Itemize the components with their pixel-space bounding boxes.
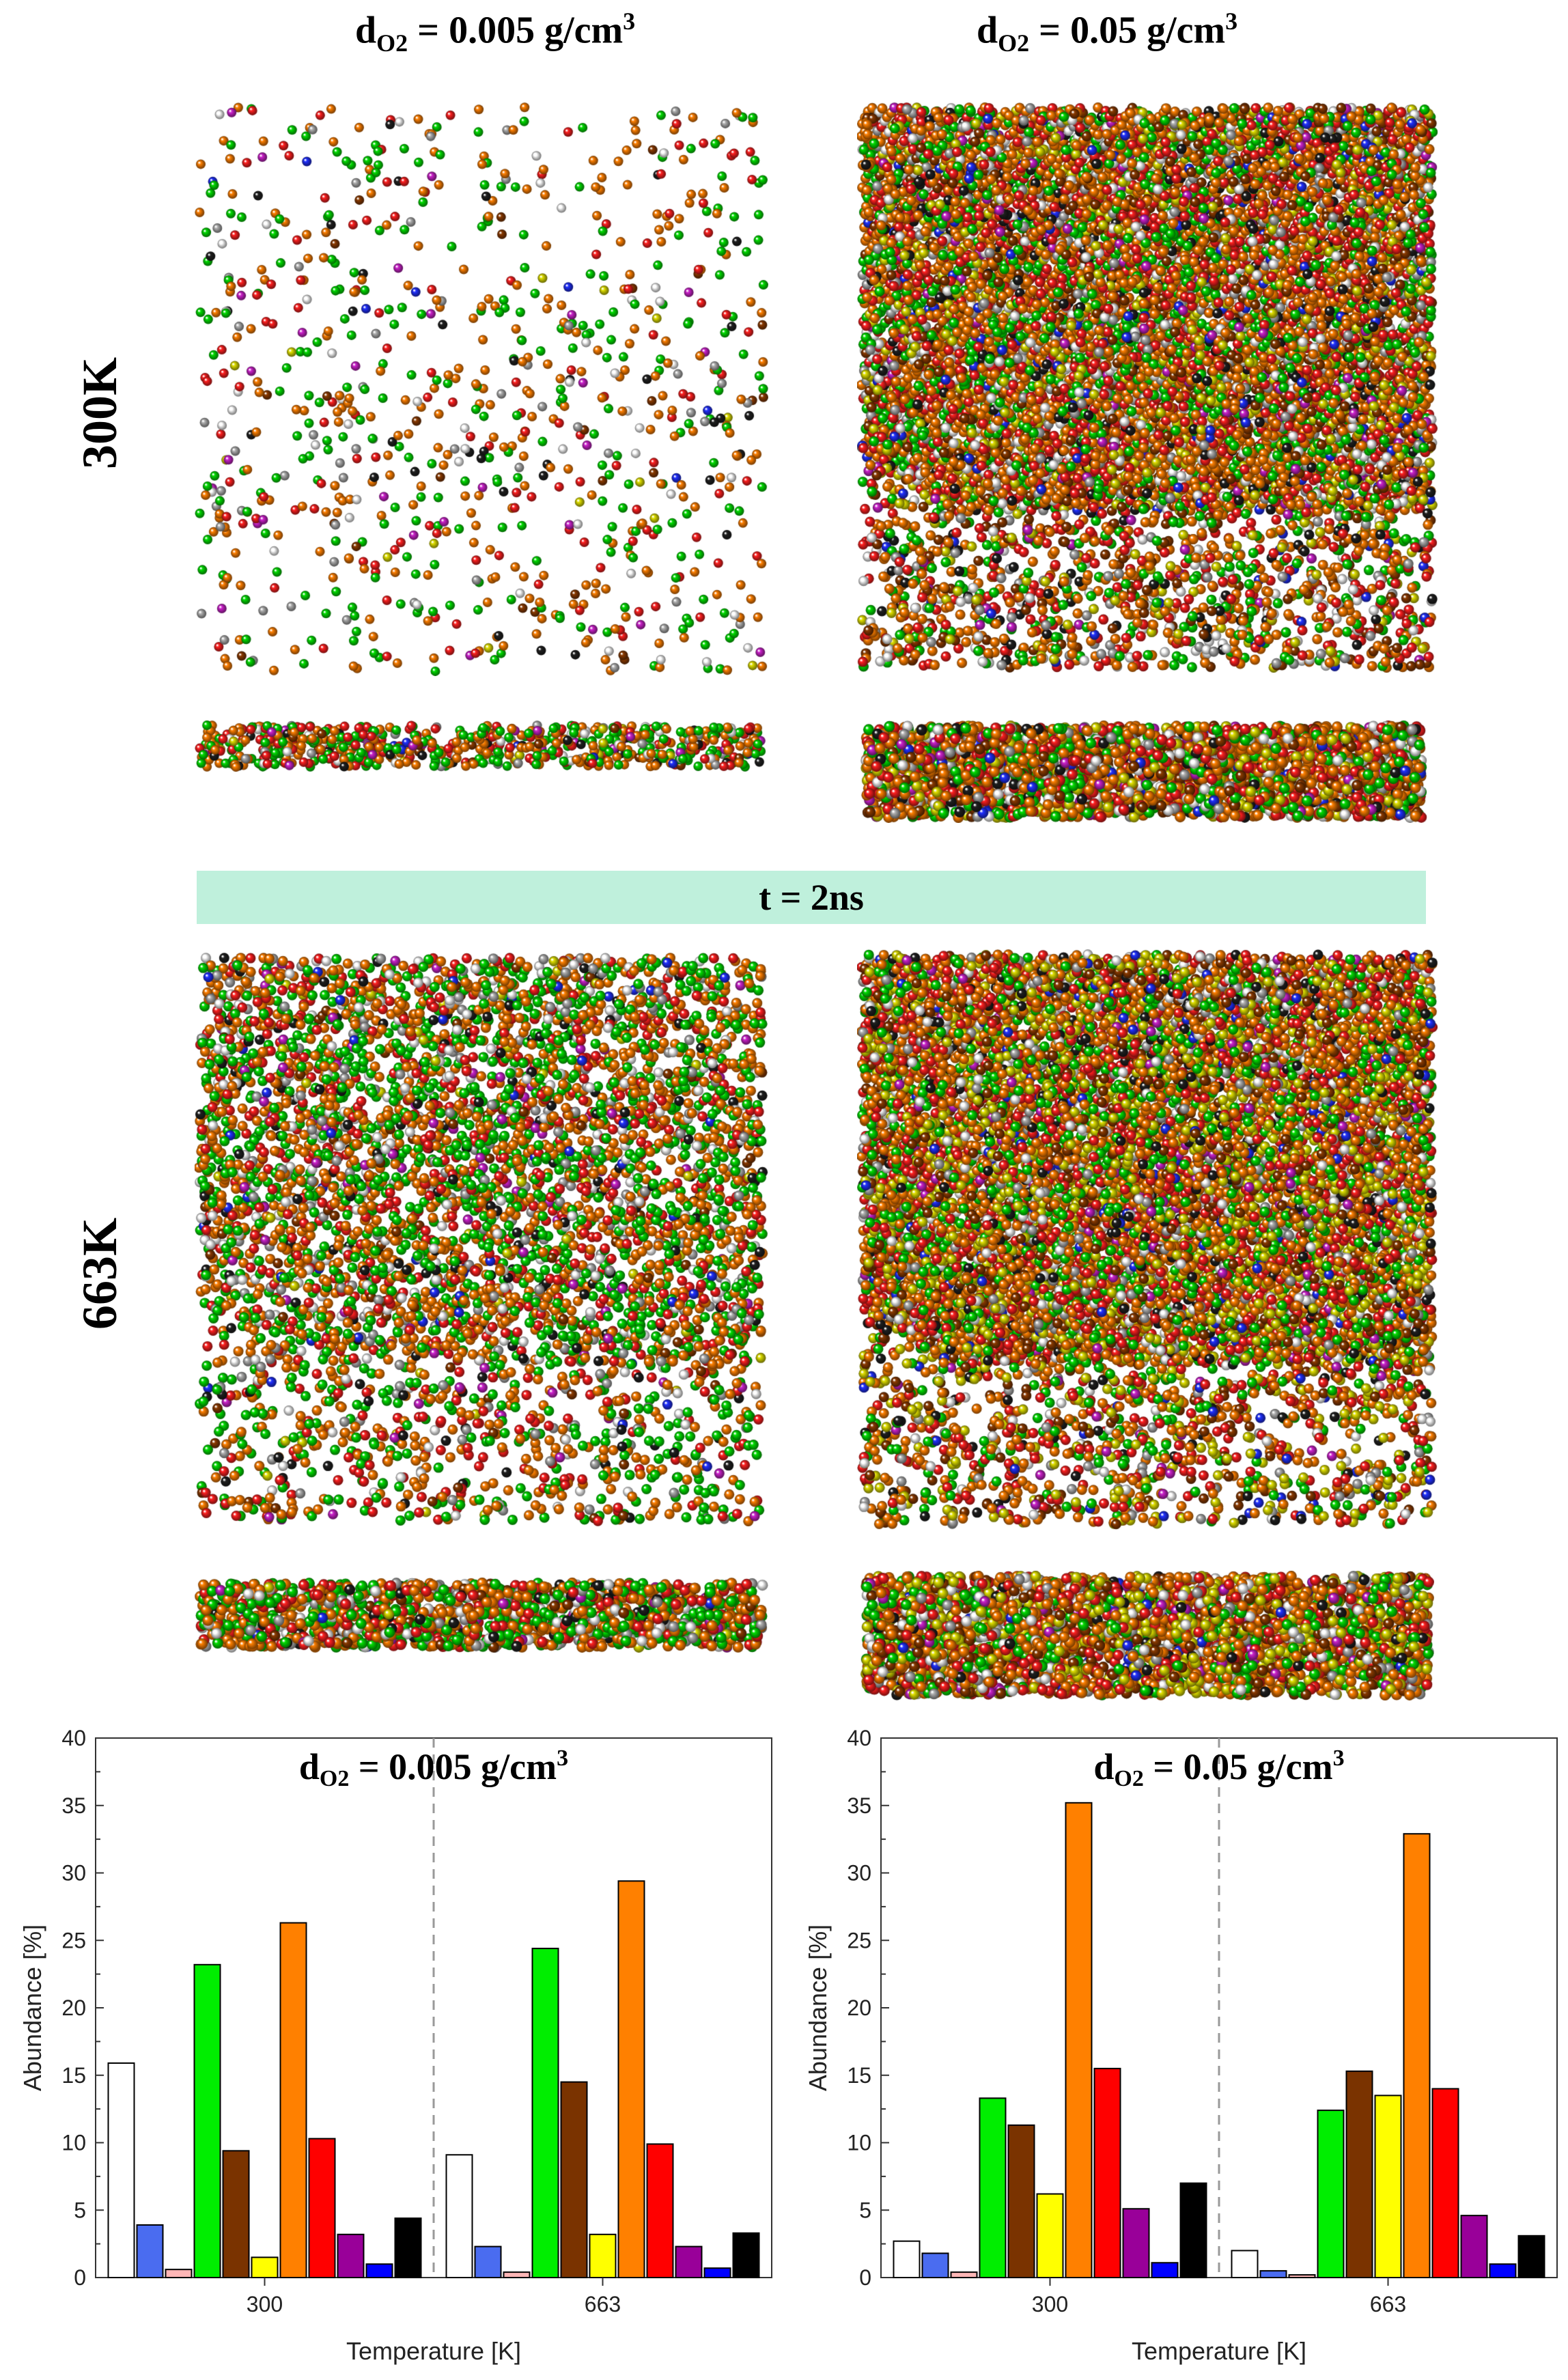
snapshot-300k-low-density-top bbox=[195, 102, 768, 676]
snapshot-663k-high-density-side bbox=[860, 1571, 1434, 1700]
snapshot-663k-high-density-top bbox=[857, 949, 1438, 1530]
y-axis-label: Abundance [%] bbox=[804, 1924, 832, 2091]
x-tick-label: 663 bbox=[1370, 2292, 1406, 2316]
snapshot-300k-high-density-side bbox=[860, 720, 1427, 823]
bar-663-8 bbox=[675, 2245, 703, 2279]
abundance-chart-high-density: 0 5 10 15 20 25 30 35 40 300 663 Temperature [K] Abu… bbox=[804, 1726, 1558, 2365]
bar-300-0 bbox=[107, 2062, 135, 2278]
bar-663-4 bbox=[560, 2081, 588, 2278]
y-tick-label: 30 bbox=[847, 1861, 871, 1886]
bar-663-9 bbox=[1489, 2263, 1517, 2278]
time-banner: t = 2ns bbox=[197, 871, 1426, 924]
x-axis-label: Temperature [K] bbox=[346, 2337, 521, 2365]
bar-300-0 bbox=[893, 2240, 921, 2278]
bar-663-0 bbox=[1231, 2250, 1259, 2278]
bar-300-1 bbox=[136, 2224, 164, 2278]
bar-300-10 bbox=[394, 2217, 422, 2278]
bar-300-3 bbox=[979, 2097, 1007, 2278]
y-tick-label: 35 bbox=[847, 1793, 871, 1818]
y-tick-label: 25 bbox=[61, 1928, 86, 1952]
snapshot-663k-low-density-side bbox=[195, 1578, 768, 1653]
bar-300-1 bbox=[921, 2252, 949, 2279]
y-tick-label: 30 bbox=[61, 1861, 86, 1886]
bar-300-2 bbox=[950, 2271, 978, 2278]
bar-300-6 bbox=[1065, 1802, 1093, 2279]
bar-663-10 bbox=[732, 2232, 760, 2279]
y-tick-label: 40 bbox=[847, 1726, 871, 1750]
abundance-chart-low-density: 0 5 10 15 20 25 30 35 40 300 663 Temperature [K] Abu… bbox=[18, 1726, 772, 2365]
snapshot-300k-low-density-side bbox=[195, 720, 768, 772]
bar-300-5 bbox=[251, 2256, 279, 2278]
y-tick-label: 20 bbox=[847, 1996, 871, 2020]
y-tick-label: 15 bbox=[61, 2063, 86, 2088]
bar-663-8 bbox=[1460, 2215, 1488, 2279]
row-label-663k: 663K bbox=[72, 1218, 127, 1330]
bar-663-7 bbox=[1431, 2088, 1459, 2278]
bar-300-9 bbox=[365, 2263, 393, 2278]
y-tick-label: 40 bbox=[61, 1726, 86, 1750]
bar-663-1 bbox=[474, 2245, 502, 2279]
bar-663-1 bbox=[1259, 2270, 1287, 2278]
x-axis-label: Temperature [K] bbox=[1132, 2337, 1306, 2365]
x-tick-label: 300 bbox=[1032, 2292, 1068, 2316]
y-tick-label: 25 bbox=[847, 1928, 871, 1952]
y-tick-label: 0 bbox=[74, 2265, 86, 2290]
bar-663-0 bbox=[445, 2154, 473, 2279]
chart-title: dO2 = 0.05 g/cm3 bbox=[1093, 1746, 1344, 1791]
bar-300-2 bbox=[165, 2269, 193, 2279]
bar-663-5 bbox=[1374, 2095, 1402, 2278]
column-title-left: dO2 = 0.005 g/cm3 bbox=[355, 8, 636, 57]
bar-663-5 bbox=[589, 2233, 617, 2278]
bar-300-9 bbox=[1151, 2262, 1179, 2279]
bar-300-6 bbox=[279, 1922, 307, 2278]
y-tick-label: 15 bbox=[847, 2063, 871, 2088]
bar-663-2 bbox=[1288, 2274, 1316, 2278]
bar-663-10 bbox=[1517, 2235, 1545, 2279]
y-tick-label: 35 bbox=[61, 1793, 86, 1818]
bar-300-5 bbox=[1036, 2193, 1064, 2278]
bar-663-4 bbox=[1345, 2070, 1373, 2278]
y-tick-label: 5 bbox=[859, 2198, 871, 2222]
y-axis-label: Abundance [%] bbox=[18, 1924, 46, 2091]
bar-300-8 bbox=[1122, 2208, 1150, 2279]
bar-663-3 bbox=[1317, 2110, 1345, 2278]
bar-663-6 bbox=[617, 1880, 645, 2279]
row-label-300k: 300K bbox=[72, 357, 127, 470]
y-tick-label: 5 bbox=[74, 2198, 86, 2222]
bar-663-2 bbox=[503, 2271, 531, 2278]
bar-300-8 bbox=[337, 2233, 365, 2278]
bar-300-4 bbox=[222, 2150, 250, 2278]
bar-300-3 bbox=[193, 1963, 221, 2278]
x-tick-label: 300 bbox=[247, 2292, 283, 2316]
y-tick-label: 0 bbox=[859, 2265, 871, 2290]
bar-663-6 bbox=[1403, 1833, 1431, 2279]
chart-title: dO2 = 0.005 g/cm3 bbox=[299, 1746, 568, 1791]
bar-663-9 bbox=[703, 2267, 731, 2278]
bar-300-7 bbox=[308, 2138, 336, 2279]
bar-663-7 bbox=[646, 2143, 674, 2278]
x-tick-label: 663 bbox=[585, 2292, 621, 2316]
y-tick-label: 10 bbox=[847, 2131, 871, 2155]
bar-300-4 bbox=[1007, 2124, 1035, 2279]
bar-300-7 bbox=[1093, 2067, 1121, 2278]
bar-300-10 bbox=[1179, 2182, 1207, 2278]
bar-663-3 bbox=[531, 1948, 559, 2278]
time-banner-label: t = 2ns bbox=[759, 877, 864, 918]
snapshot-663k-low-density-top bbox=[195, 953, 768, 1526]
y-tick-label: 10 bbox=[61, 2131, 86, 2155]
snapshot-300k-high-density-top bbox=[857, 102, 1438, 673]
y-tick-label: 20 bbox=[61, 1996, 86, 2020]
column-title-right: dO2 = 0.05 g/cm3 bbox=[977, 8, 1238, 57]
